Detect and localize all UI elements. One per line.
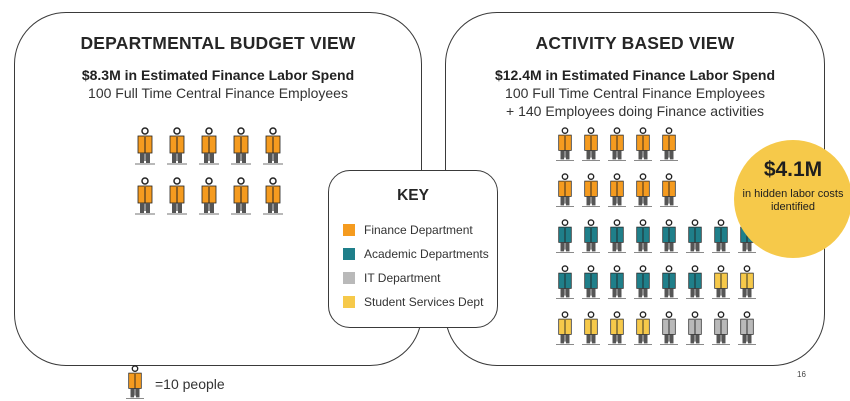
right-panel-spend: $12.4M in Estimated Finance Labor Spend — [494, 67, 776, 83]
person-icon — [660, 311, 679, 345]
left-panel-spend: $8.3M in Estimated Finance Labor Spend — [81, 67, 355, 83]
person-icon-legend — [126, 365, 145, 399]
person-icon — [660, 127, 679, 161]
person-icon — [634, 173, 653, 207]
right-panel-title: ACTIVITY BASED VIEW — [535, 33, 735, 53]
right-people-pictogram — [556, 127, 757, 345]
person-icon — [556, 219, 575, 253]
key-item-label: Student Services Dept — [364, 295, 484, 309]
left-panel-employees: 100 Full Time Central Finance Employees — [88, 85, 348, 101]
student-swatch — [343, 296, 355, 308]
it-swatch — [343, 272, 355, 284]
key-item-label: Academic Departments — [364, 247, 489, 261]
person-icon — [634, 127, 653, 161]
key-box: KEY Finance Department Academic Departme… — [328, 170, 498, 328]
person-icon — [660, 265, 679, 299]
key-title: KEY — [397, 187, 429, 204]
person-icon — [608, 265, 627, 299]
person-icon — [263, 127, 283, 165]
person-icon — [712, 219, 731, 253]
person-icon — [634, 265, 653, 299]
key-item-finance: Finance Department — [343, 223, 473, 237]
legend-text: =10 people — [155, 376, 225, 392]
person-icon — [167, 127, 187, 165]
person-icon — [231, 127, 251, 165]
person-icon — [686, 265, 705, 299]
person-icon — [738, 265, 757, 299]
person-icon — [556, 311, 575, 345]
badge-text: in hidden labor costs identified — [742, 188, 844, 213]
person-icon — [634, 219, 653, 253]
right-panel-employees: 100 Full Time Central Finance Employees — [505, 85, 765, 101]
person-icon — [582, 127, 601, 161]
person-icon — [135, 127, 155, 165]
badge-amount: $4.1M — [763, 158, 823, 181]
person-icon — [556, 173, 575, 207]
person-icon — [712, 265, 731, 299]
left-panel-title: DEPARTMENTAL BUDGET VIEW — [80, 33, 356, 53]
person-icon — [167, 177, 187, 215]
person-icon — [135, 177, 155, 215]
finance-swatch — [343, 224, 355, 236]
person-icon — [686, 219, 705, 253]
person-icon — [712, 311, 731, 345]
person-icon — [608, 219, 627, 253]
person-icon — [199, 177, 219, 215]
person-icon — [686, 311, 705, 345]
person-icon — [263, 177, 283, 215]
page-number: 16 — [797, 370, 806, 379]
person-icon — [582, 219, 601, 253]
person-icon — [738, 311, 757, 345]
person-icon — [556, 127, 575, 161]
person-icon — [582, 265, 601, 299]
key-item-academic: Academic Departments — [343, 247, 489, 261]
person-icon — [608, 311, 627, 345]
person-icon — [582, 173, 601, 207]
person-icon — [608, 127, 627, 161]
key-item-label: Finance Department — [364, 223, 473, 237]
person-icon — [556, 265, 575, 299]
key-item-student: Student Services Dept — [343, 295, 483, 309]
key-item-it: IT Department — [343, 271, 440, 285]
person-icon — [660, 219, 679, 253]
key-item-label: IT Department — [364, 271, 441, 285]
person-icon — [199, 127, 219, 165]
person-icon — [126, 365, 145, 399]
hidden-cost-badge: $4.1M in hidden labor costs identified — [734, 140, 850, 258]
right-panel-additional: + 140 Employees doing Finance activities — [506, 103, 764, 119]
left-people-pictogram — [135, 127, 283, 215]
person-icon — [582, 311, 601, 345]
academic-swatch — [343, 248, 355, 260]
person-icon — [634, 311, 653, 345]
person-icon — [660, 173, 679, 207]
person-icon — [608, 173, 627, 207]
person-icon — [231, 177, 251, 215]
